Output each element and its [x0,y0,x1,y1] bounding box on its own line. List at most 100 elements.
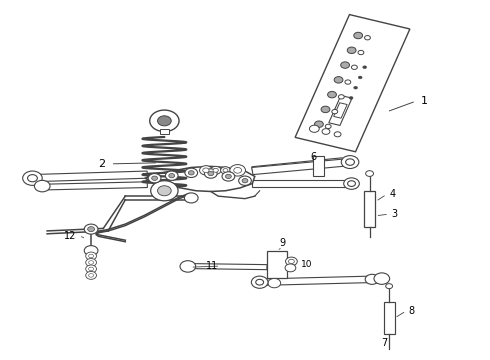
Polygon shape [252,158,343,172]
Circle shape [84,246,98,256]
Polygon shape [145,166,255,192]
Circle shape [366,171,373,176]
Circle shape [365,274,379,284]
Text: 4: 4 [389,189,395,199]
Circle shape [347,181,355,186]
Circle shape [89,274,94,277]
Text: 1: 1 [421,96,428,106]
Bar [267,251,287,278]
Circle shape [374,273,390,284]
Circle shape [315,121,323,127]
Circle shape [89,267,94,271]
Circle shape [27,175,37,182]
Circle shape [334,77,343,83]
Circle shape [180,261,196,272]
Circle shape [188,171,194,175]
Polygon shape [40,182,147,190]
Circle shape [184,193,198,203]
Circle shape [210,166,221,174]
Circle shape [152,176,158,180]
Circle shape [165,171,178,180]
Circle shape [148,174,161,183]
Circle shape [213,168,219,172]
Text: 2: 2 [98,159,106,169]
Bar [364,191,375,226]
Polygon shape [252,180,350,187]
Circle shape [339,95,344,99]
Circle shape [84,224,98,234]
Circle shape [222,172,235,181]
Circle shape [251,276,268,288]
Circle shape [150,110,179,132]
Circle shape [363,66,367,69]
Circle shape [208,171,214,176]
Circle shape [88,226,95,231]
Text: 8: 8 [409,306,415,316]
Circle shape [310,125,319,132]
Circle shape [347,47,356,54]
Text: 11: 11 [206,261,218,271]
Text: 12: 12 [64,231,76,240]
Circle shape [234,167,242,173]
Circle shape [341,62,349,68]
Circle shape [223,168,228,172]
Text: 3: 3 [392,209,398,219]
Circle shape [351,65,357,69]
Circle shape [23,171,42,185]
Circle shape [86,271,97,279]
Circle shape [289,259,294,264]
Circle shape [358,50,364,55]
Circle shape [256,279,264,285]
Circle shape [334,132,341,137]
Bar [384,302,394,334]
Circle shape [332,109,338,114]
Polygon shape [30,171,147,182]
Text: 9: 9 [280,238,286,248]
Circle shape [86,252,97,260]
Circle shape [225,174,231,179]
Bar [295,15,410,152]
Circle shape [321,106,330,113]
Bar [329,95,352,125]
Text: 10: 10 [301,260,313,269]
Bar [160,130,169,134]
Circle shape [341,156,359,168]
Circle shape [322,129,330,134]
Circle shape [325,124,331,129]
Circle shape [185,168,197,177]
Bar [334,103,347,118]
Circle shape [285,264,296,272]
Circle shape [86,265,97,273]
Text: 7: 7 [381,338,388,348]
Circle shape [169,174,174,178]
Circle shape [199,166,212,175]
Circle shape [89,254,94,258]
Circle shape [328,91,337,98]
Circle shape [204,169,217,178]
Circle shape [89,261,94,264]
Polygon shape [260,276,372,285]
Circle shape [34,180,50,192]
Circle shape [220,167,230,174]
Circle shape [230,165,245,176]
Circle shape [239,176,251,185]
Circle shape [349,96,353,99]
Circle shape [386,284,392,289]
Circle shape [365,36,370,40]
Circle shape [158,116,171,126]
Circle shape [158,186,171,196]
Circle shape [268,278,281,288]
Circle shape [86,258,97,266]
Circle shape [286,257,297,266]
Circle shape [345,80,351,84]
Circle shape [151,181,178,201]
Polygon shape [189,264,267,270]
Circle shape [345,159,354,165]
Circle shape [358,76,362,79]
Circle shape [354,86,358,89]
Circle shape [343,178,359,189]
Circle shape [203,168,209,173]
Bar [313,156,324,176]
Circle shape [354,32,363,39]
Polygon shape [252,158,351,175]
